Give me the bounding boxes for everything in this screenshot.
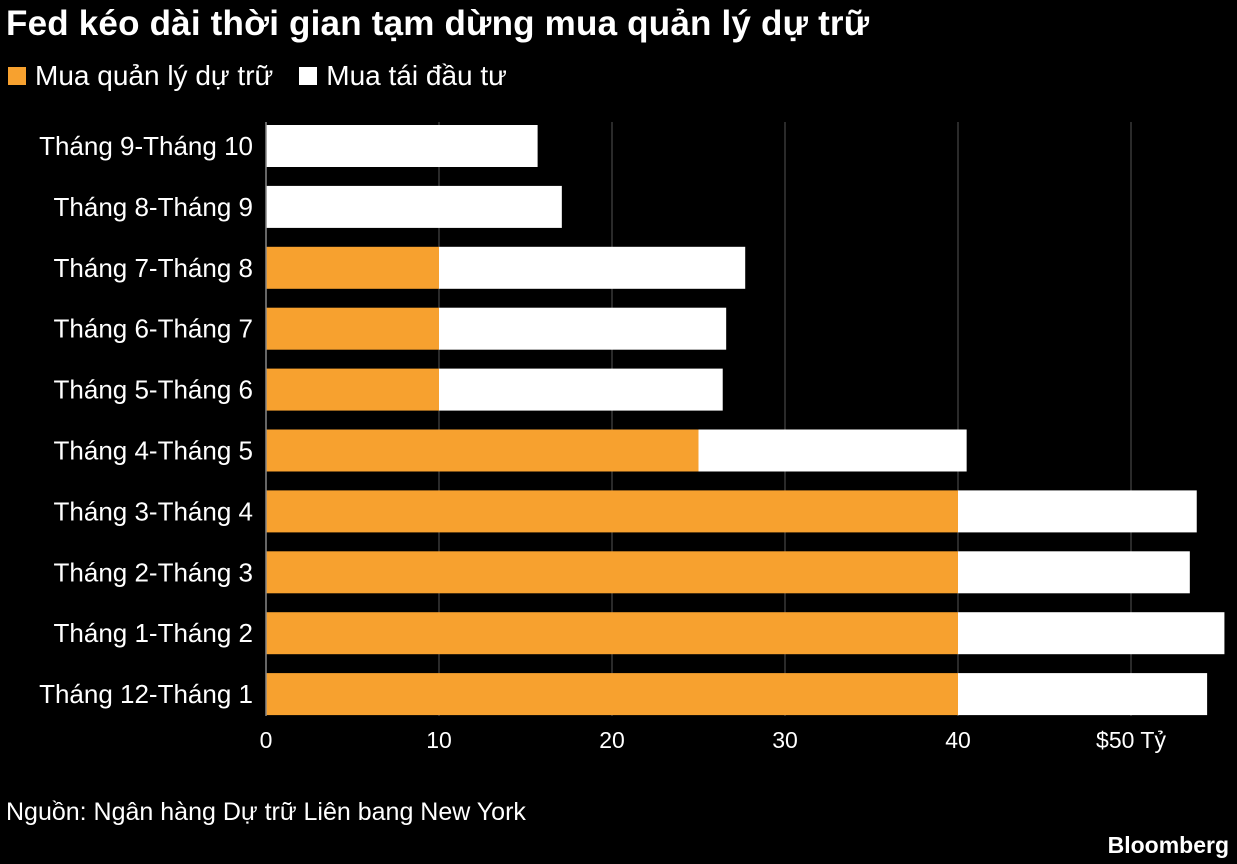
bar-reserve-management [266,673,958,716]
x-tick-label: 40 [945,727,971,753]
category-label: Tháng 12-Tháng 1 [39,679,253,709]
legend-swatch-reinvestment [299,67,318,85]
bar-chart: 0 10 20 30 40 $50 Tỷ Tháng 9-Tháng 10 Tháng 8-T… [39,122,1225,753]
x-tick-label: 20 [599,727,625,753]
category-label: Tháng 9-Tháng 10 [39,131,253,161]
legend-swatch-reserve-management [8,67,26,85]
bar-reserve-management [266,551,958,594]
category-label: Tháng 5-Tháng 6 [54,375,253,405]
category-label: Tháng 2-Tháng 3 [54,557,253,587]
category-label: Tháng 3-Tháng 4 [54,496,253,526]
bar-reserve-management [266,368,439,411]
bar-reinvestment [958,551,1190,594]
bar-reinvestment [439,246,746,289]
bar-reserve-management [266,612,958,655]
bar-reinvestment [958,612,1225,655]
x-tick-label: $50 Tỷ [1096,727,1166,753]
bar-reserve-management [266,246,439,289]
category-label: Tháng 6-Tháng 7 [54,314,253,344]
bar-reinvestment [958,490,1197,533]
bar-reinvestment [266,185,562,228]
bar-reserve-management [266,307,439,350]
bloomberg-logo: Bloomberg [1107,832,1229,858]
legend-label-reinvestment: Mua tái đầu tư [326,60,507,91]
source-note: Nguồn: Ngân hàng Dự trữ Liên bang New Yo… [6,798,526,826]
category-label: Tháng 7-Tháng 8 [54,253,253,283]
bar-reserve-management [266,429,699,472]
bar-reserve-management [266,490,958,533]
bar-reinvestment [958,673,1208,716]
legend-item-reserve-management: Mua quản lý dự trữ [8,60,273,92]
category-label: Tháng 8-Tháng 9 [54,192,253,222]
chart-title: Fed kéo dài thời gian tạm dừng mua quản … [6,4,870,43]
category-label: Tháng 4-Tháng 5 [54,436,253,466]
x-tick-label: 0 [260,727,273,753]
legend-label-reserve-management: Mua quản lý dự trữ [35,60,274,91]
bar-reinvestment [439,368,723,411]
legend-item-reinvestment: Mua tái đầu tư [299,60,507,92]
legend: Mua quản lý dự trữ Mua tái đầu tư [8,60,533,92]
bar-reinvestment [698,429,967,472]
bar-reinvestment [439,307,727,350]
category-label: Tháng 1-Tháng 2 [54,618,253,648]
x-tick-label: 10 [426,727,452,753]
bar-reinvestment [266,125,538,167]
x-tick-label: 30 [772,727,798,753]
